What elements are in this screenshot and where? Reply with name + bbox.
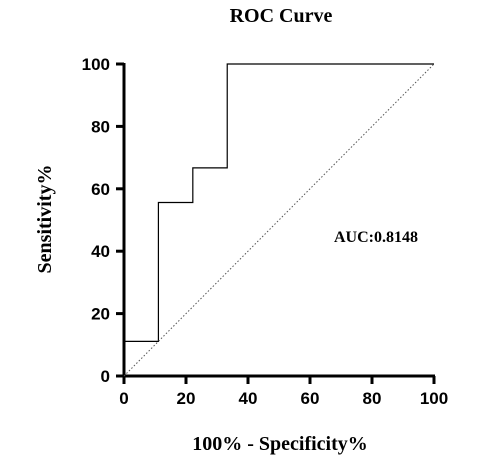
x-tick-label: 60 xyxy=(301,389,320,408)
x-tick-label: 40 xyxy=(239,389,258,408)
plot-area: 0 20 40 60 80 100 0 20 40 60 80 100 xyxy=(82,55,449,408)
y-tick-label: 60 xyxy=(91,180,110,199)
y-tick-label: 40 xyxy=(91,242,110,261)
y-axis-label: Sensitivity% xyxy=(34,165,56,274)
auc-annotation: AUC:0.8148 xyxy=(334,229,418,246)
x-tick-label: 80 xyxy=(363,389,382,408)
reference-diagonal-line xyxy=(123,63,435,377)
y-tick-label: 20 xyxy=(91,305,110,324)
y-tick-label: 100 xyxy=(82,55,110,74)
y-tick-label: 80 xyxy=(91,117,110,136)
roc-curve-line xyxy=(123,63,434,376)
y-ticks: 0 20 40 60 80 100 xyxy=(82,55,124,386)
x-tick-label: 100 xyxy=(420,389,448,408)
y-tick-label: 0 xyxy=(101,367,110,386)
x-tick-label: 0 xyxy=(119,389,128,408)
series-layer xyxy=(123,63,435,377)
x-ticks: 0 20 40 60 80 100 xyxy=(119,376,448,408)
x-axis-label: 100% - Specificity% xyxy=(192,433,368,455)
chart-title: ROC Curve xyxy=(230,5,333,27)
x-tick-label: 20 xyxy=(177,389,196,408)
